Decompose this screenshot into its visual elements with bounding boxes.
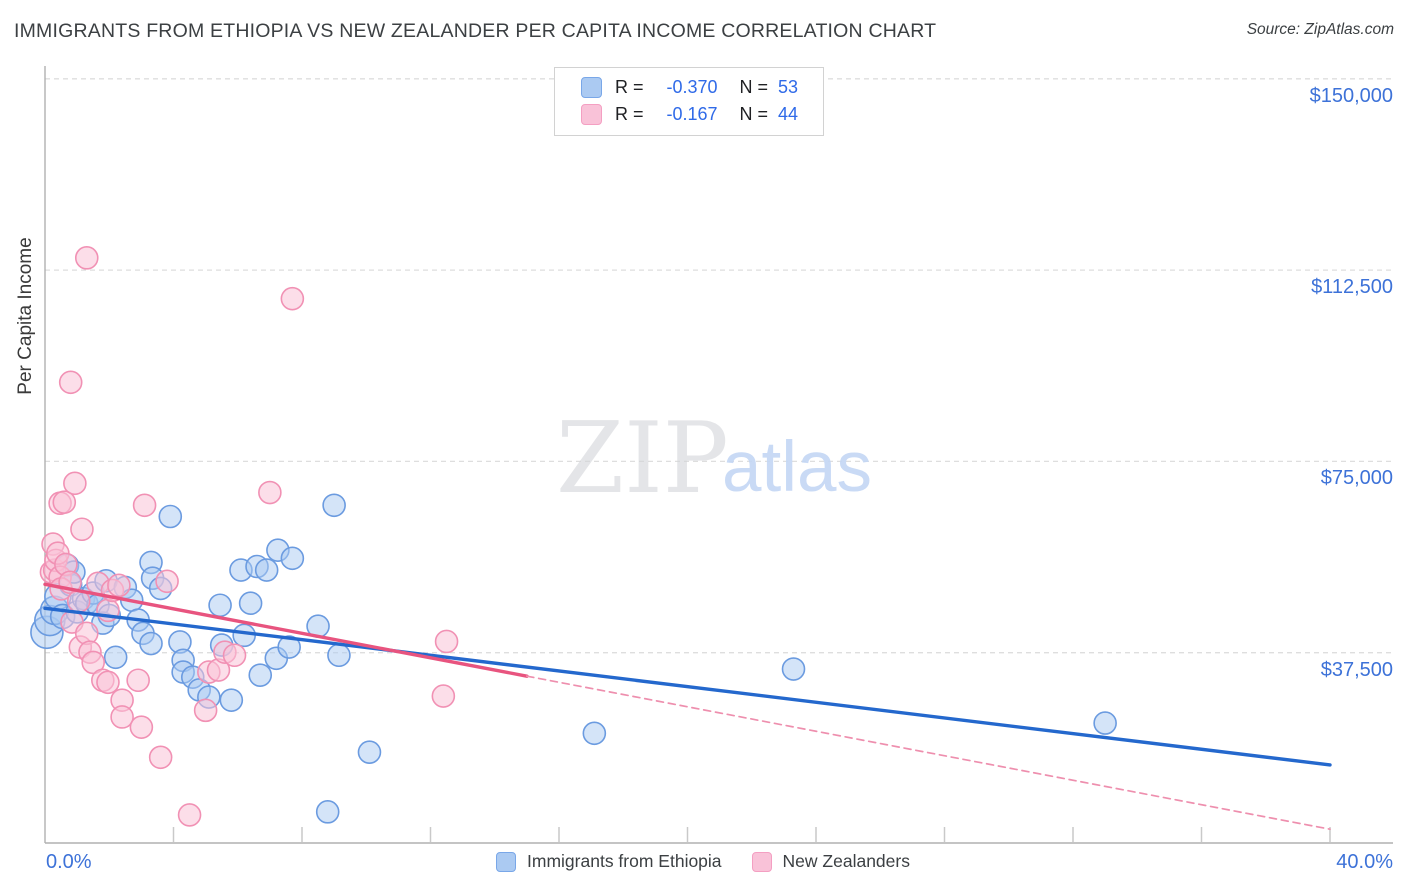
legend-row-ethiopia: R = -0.370 N = 53 [555,74,823,101]
scatter-point-pink[interactable] [129,715,154,739]
scatter-point-blue[interactable] [357,740,382,764]
y-tick-label-37500: $37,500 [1320,659,1393,681]
scatter-point-blue[interactable] [238,591,263,616]
trend-line-solid-blue [43,606,1332,767]
correlation-legend-box: R = -0.370 N = 53 R = -0.167 N = 44 [554,67,824,136]
x-min-label: 0.0% [46,851,92,873]
scatter-point-pink[interactable] [126,668,150,693]
watermark-atlas: atlas [722,428,872,507]
y-tick-label-112500: $112,500 [1311,276,1393,298]
scatter-point-pink[interactable] [110,705,134,729]
scatter-point-pink[interactable] [81,650,105,675]
scatter-point-pink[interactable] [434,629,459,654]
scatter-point-pink[interactable] [70,517,94,542]
legend-item-newzealanders[interactable]: New Zealanders [751,851,910,872]
scatter-point-pink[interactable] [193,698,218,723]
r-label: R = [615,104,644,124]
page-title: IMMIGRANTS FROM ETHIOPIA VS NEW ZEALANDE… [14,20,937,42]
r-value-ethiopia: -0.370 [666,77,718,97]
scatter-point-pink[interactable] [431,684,456,708]
n-label: N = [739,77,769,97]
scatter-point-blue[interactable] [280,546,305,571]
trend-line-solid-pink [43,582,529,678]
source-attribution: Source: ZipAtlas.com [1246,21,1394,38]
watermark-zip: ZIP [556,402,729,516]
scatter-point-blue[interactable] [327,643,351,668]
scatter-point-pink[interactable] [155,569,179,594]
scatter-point-blue[interactable] [248,663,273,687]
trend-line-dashed-pink [526,675,1331,831]
legend-row-newzealanders: R = -0.167 N = 44 [555,101,823,128]
scatter-point-blue[interactable] [277,635,301,659]
scatter-point-blue[interactable] [139,631,163,656]
x-max-label: 40.0% [1336,851,1393,873]
legend-item-ethiopia[interactable]: Immigrants from Ethiopia [496,851,722,872]
scatter-point-blue[interactable] [219,688,244,712]
y-tick-label-75000: $75,000 [1320,467,1393,489]
r-label: R = [615,77,644,97]
scatter-point-blue[interactable] [254,558,279,582]
scatter-point-pink[interactable] [107,573,131,598]
scatter-point-blue[interactable] [158,504,183,529]
scatter-point-blue[interactable] [315,800,340,824]
y-tick-label-150000: $150,000 [1309,85,1393,107]
scatter-point-pink[interactable] [280,286,305,311]
pink-series-swatch [751,851,772,872]
r-value-newzealanders: -0.167 [666,104,718,124]
scatter-point-blue[interactable] [781,657,806,681]
y-axis-title: Per Capita Income [15,237,36,395]
scatter-point-pink[interactable] [222,643,247,668]
scatter-point-pink[interactable] [96,670,120,695]
scatter-point-pink[interactable] [148,745,173,770]
legend-item-label: Immigrants from Ethiopia [527,851,722,871]
scatter-point-blue[interactable] [322,493,346,518]
series-legend: Immigrants from Ethiopia New Zealanders [0,851,1406,872]
scatter-point-pink[interactable] [58,370,83,395]
scatter-point-pink[interactable] [74,246,99,270]
scatter-point-blue[interactable] [208,593,232,618]
legend-item-label: New Zealanders [782,851,910,871]
scatter-point-pink[interactable] [52,490,77,515]
points-layer [30,246,1117,827]
blue-series-swatch [496,851,517,872]
n-label: N = [739,104,769,124]
scatter-point-blue[interactable] [582,721,607,746]
axes-layer [44,66,1393,844]
scatter-point-pink[interactable] [63,471,87,496]
n-value-ethiopia: 53 [778,77,799,97]
trendlines-layer [43,582,1332,831]
n-value-newzealanders: 44 [778,104,799,124]
scatter-point-pink[interactable] [177,803,202,827]
pink-series-swatch [581,104,602,125]
scatter-point-blue[interactable] [1093,711,1117,735]
blue-series-swatch [581,77,602,98]
scatter-point-pink[interactable] [258,480,282,505]
scatter-point-pink[interactable] [132,493,157,518]
scatter-point-blue[interactable] [232,623,256,648]
scatter-point-blue[interactable] [103,645,128,670]
